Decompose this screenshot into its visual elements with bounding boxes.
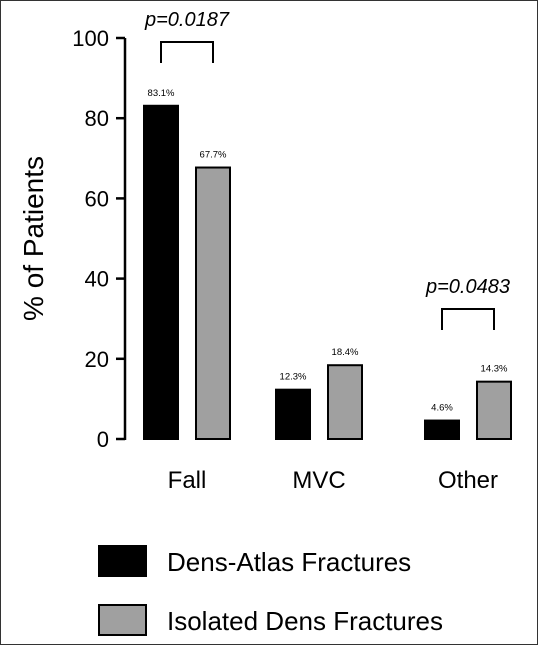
significance-bracket xyxy=(441,308,495,330)
legend-label: Dens-Atlas Fractures xyxy=(167,547,411,577)
y-axis-label: % of Patients xyxy=(18,156,49,321)
y-tick-label: 100 xyxy=(72,26,109,51)
y-tick-label: 40 xyxy=(85,267,109,292)
data-label: 14.3% xyxy=(481,364,508,375)
x-category-label: Fall xyxy=(168,467,207,494)
legend-label: Isolated Dens Fractures xyxy=(167,606,443,636)
legend: Dens-Atlas Fractures Isolated Dens Fractu… xyxy=(98,545,443,636)
data-label: 83.1% xyxy=(148,88,175,99)
y-tick-label: 80 xyxy=(85,106,109,131)
x-category-label: MVC xyxy=(292,467,345,494)
bar-fall-dens-atlas xyxy=(143,104,179,440)
data-label: 12.3% xyxy=(280,372,307,383)
y-tick-label: 0 xyxy=(97,427,109,452)
data-label: 4.6% xyxy=(431,403,453,414)
bar-mvc-isolated-dens xyxy=(327,364,363,440)
bar-other-dens-atlas xyxy=(424,419,460,440)
y-tick-label: 60 xyxy=(85,186,109,211)
bar-mvc-dens-atlas xyxy=(275,388,311,440)
bar-other-isolated-dens xyxy=(476,380,512,441)
bar-fall-isolated-dens xyxy=(195,166,231,440)
legend-swatch xyxy=(98,545,147,577)
legend-swatch xyxy=(98,604,147,636)
p-value-annotation: p=0.0187 xyxy=(144,9,230,31)
data-label: 18.4% xyxy=(332,347,359,358)
y-tick-label: 20 xyxy=(85,347,109,372)
x-category-label: Other xyxy=(438,467,498,494)
p-value-annotation: p=0.0483 xyxy=(425,276,510,298)
data-label: 67.7% xyxy=(200,150,227,161)
significance-bracket xyxy=(160,41,214,63)
plot-area: 0 20 40 60 80 100 % of Patients 83.1% 67.7% Fall 1… xyxy=(18,9,512,494)
